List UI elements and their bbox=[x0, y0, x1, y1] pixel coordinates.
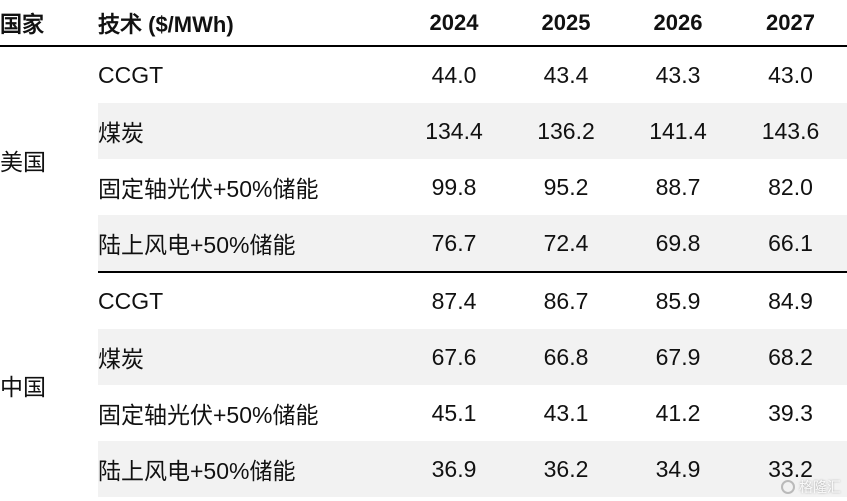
watermark: 格隆汇 bbox=[781, 477, 841, 497]
tech-cell: 煤炭 bbox=[98, 103, 398, 159]
value-cell: 95.2 bbox=[543, 173, 589, 200]
value-cell: 68.2 bbox=[734, 329, 847, 385]
value-cell: 136.2 bbox=[510, 103, 622, 159]
header-country: 国家 bbox=[0, 0, 98, 47]
table-row: 陆上风电+50%储能 76.7 72.4 69.8 66.1 bbox=[0, 215, 847, 273]
header-tech: 技术 ($/MWh) bbox=[98, 0, 398, 47]
value-cell: 87.4 bbox=[431, 287, 477, 314]
header-year: 2027 bbox=[734, 0, 847, 47]
value-cell: 67.9 bbox=[622, 329, 734, 385]
value-cell: 134.4 bbox=[398, 103, 510, 159]
watermark-logo-icon bbox=[781, 480, 795, 494]
table-row: 固定轴光伏+50%储能 45.1 43.1 41.2 39.3 bbox=[0, 385, 847, 441]
tech-cell: 陆上风电+50%储能 bbox=[98, 215, 398, 273]
tech-cell: CCGT bbox=[98, 287, 164, 314]
value-cell: 85.9 bbox=[655, 287, 701, 314]
value-cell: 36.9 bbox=[398, 441, 510, 497]
value-cell: 43.3 bbox=[655, 61, 701, 88]
tech-cell: 固定轴光伏+50%储能 bbox=[98, 176, 319, 202]
value-cell: 34.9 bbox=[622, 441, 734, 497]
value-cell: 76.7 bbox=[398, 215, 510, 273]
value-cell: 99.8 bbox=[431, 173, 477, 200]
value-cell: 43.1 bbox=[543, 399, 589, 426]
value-cell: 44.0 bbox=[431, 61, 477, 88]
header-year: 2025 bbox=[510, 0, 622, 47]
header-year: 2024 bbox=[398, 0, 510, 47]
country-cell: 中国 bbox=[0, 272, 98, 497]
value-cell: 82.0 bbox=[768, 173, 813, 200]
table-row: 煤炭 134.4 136.2 141.4 143.6 bbox=[0, 103, 847, 159]
tech-cell: CCGT bbox=[98, 61, 164, 88]
value-cell: 141.4 bbox=[622, 103, 734, 159]
value-cell: 84.9 bbox=[768, 287, 813, 314]
value-cell: 86.7 bbox=[543, 287, 589, 314]
value-cell: 43.0 bbox=[768, 61, 813, 88]
value-cell: 43.4 bbox=[543, 61, 589, 88]
value-cell: 41.2 bbox=[655, 399, 701, 426]
tech-cell: 固定轴光伏+50%储能 bbox=[98, 402, 319, 428]
value-cell: 39.3 bbox=[768, 399, 813, 426]
value-cell: 66.1 bbox=[734, 215, 847, 273]
tech-cell: 煤炭 bbox=[98, 329, 398, 385]
header-row: 国家 技术 ($/MWh) 2024 2025 2026 2027 bbox=[0, 0, 847, 47]
table-row: 美国 CCGT 44.0 43.4 43.3 43.0 bbox=[0, 46, 847, 272]
header-year: 2026 bbox=[622, 0, 734, 47]
value-cell: 69.8 bbox=[622, 215, 734, 273]
table-row: 煤炭 67.6 66.8 67.9 68.2 bbox=[0, 329, 847, 385]
table-row: 固定轴光伏+50%储能 99.8 95.2 88.7 82.0 bbox=[0, 159, 847, 215]
value-cell: 45.1 bbox=[431, 399, 477, 426]
value-cell: 36.2 bbox=[510, 441, 622, 497]
tech-cell: 陆上风电+50%储能 bbox=[98, 441, 398, 497]
value-cell: 66.8 bbox=[510, 329, 622, 385]
value-cell: 143.6 bbox=[734, 103, 847, 159]
table-row: 陆上风电+50%储能 36.9 36.2 34.9 33.2 bbox=[0, 441, 847, 497]
country-cell: 美国 bbox=[0, 46, 98, 272]
watermark-text: 格隆汇 bbox=[799, 479, 841, 495]
table-row: 中国 CCGT 87.4 86.7 85.9 84.9 bbox=[0, 272, 847, 497]
value-cell: 88.7 bbox=[655, 173, 701, 200]
value-cell: 72.4 bbox=[510, 215, 622, 273]
value-cell: 67.6 bbox=[398, 329, 510, 385]
